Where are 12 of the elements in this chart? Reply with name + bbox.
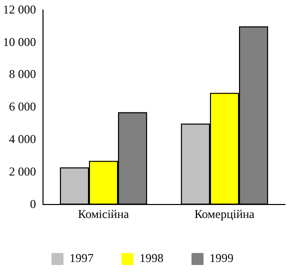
x-tick-label: Комерційна [194, 206, 256, 221]
legend-label: 1997 [70, 251, 94, 266]
y-tick-label: 6 000 [9, 100, 36, 114]
y-tick-label: 8 000 [9, 67, 36, 82]
y-tick-label: 12 000 [3, 2, 36, 16]
x-tick-label: Комісійна [78, 206, 130, 221]
y-tick-label: 0 [30, 196, 36, 211]
y-tick-label: 2 000 [9, 164, 36, 178]
legend-label: 1998 [140, 251, 164, 266]
y-tick-label: 4 000 [9, 132, 36, 146]
legend-label: 1999 [210, 251, 234, 266]
y-tick-label: 10 000 [3, 34, 36, 49]
